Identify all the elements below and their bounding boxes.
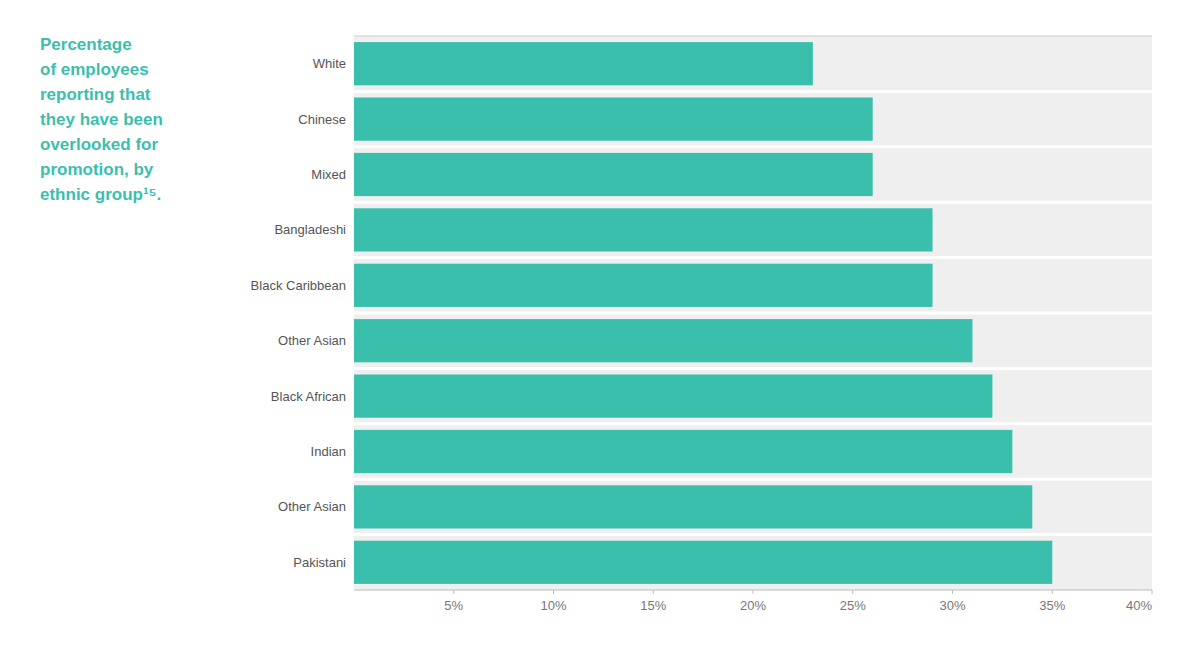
row-separator [354, 478, 1152, 481]
x-tick [553, 590, 554, 594]
title-line: overlooked for [40, 135, 158, 154]
bar [354, 430, 1012, 473]
row-band [354, 424, 1152, 479]
bar [354, 208, 933, 251]
row-band [354, 91, 1152, 146]
category-label: Black Caribbean [251, 278, 346, 293]
row-backgrounds [354, 36, 1152, 590]
row-band [354, 36, 1152, 91]
bar [354, 541, 1052, 584]
category-label: Other Asian [278, 499, 346, 514]
x-tick-label: 10% [540, 598, 566, 613]
chart-container: White Chinese Mixed Bangladeshi Black Caribb… [0, 0, 1200, 657]
title-line: they have been [40, 110, 163, 129]
row-separator [354, 145, 1152, 148]
x-tick [952, 590, 953, 594]
y-axis-labels: White Chinese Mixed Bangladeshi Black Caribb… [251, 56, 347, 570]
bar [354, 485, 1032, 528]
x-tick-label: 5% [444, 598, 463, 613]
bar [354, 319, 972, 362]
row-band [354, 202, 1152, 257]
title-line: promotion, by [40, 160, 154, 179]
row-band [354, 368, 1152, 423]
x-tick [753, 590, 754, 594]
title-line: of employees [40, 60, 149, 79]
row-separator [354, 367, 1152, 370]
row-separators [354, 91, 1152, 534]
row-band [354, 147, 1152, 202]
category-label: Indian [311, 444, 346, 459]
row-band [354, 535, 1152, 590]
row-band [354, 313, 1152, 368]
bar [354, 264, 933, 307]
x-tick-label: 30% [939, 598, 965, 613]
x-tick [852, 590, 853, 594]
category-label: Pakistani [293, 555, 346, 570]
category-label: Mixed [311, 167, 346, 182]
row-separator [354, 312, 1152, 315]
row-band [354, 479, 1152, 534]
category-label: Bangladeshi [274, 222, 346, 237]
row-separator [354, 201, 1152, 204]
row-band [354, 258, 1152, 313]
bar [354, 153, 873, 196]
category-label: Chinese [298, 112, 346, 127]
x-tick-label: 35% [1039, 598, 1065, 613]
title-line: ethnic group¹⁵. [40, 185, 161, 204]
chart-svg: White Chinese Mixed Bangladeshi Black Caribb… [0, 0, 1200, 657]
x-tick-label: 15% [640, 598, 666, 613]
category-label: Other Asian [278, 333, 346, 348]
row-separator [354, 256, 1152, 259]
bar [354, 42, 813, 85]
row-separator [354, 422, 1152, 425]
category-label: Black African [271, 389, 346, 404]
x-axis-ticks: 5% 10% 15% 20% 25% 30% 35% 40% [444, 590, 1152, 613]
x-tick [1152, 590, 1153, 594]
bar [354, 97, 873, 140]
category-label: White [313, 56, 346, 71]
chart-title: Percentage of employees reporting that they… [40, 35, 163, 204]
top-line [354, 36, 1152, 37]
title-line: reporting that [40, 85, 151, 104]
x-tick-label: 25% [840, 598, 866, 613]
x-tick [453, 590, 454, 594]
x-tick-label: 20% [740, 598, 766, 613]
page: {"chart_data": {"type": "bar", "orientat… [0, 0, 1200, 657]
title-line: Percentage [40, 35, 132, 54]
x-tick [653, 590, 654, 594]
row-separator [354, 90, 1152, 93]
x-tick-label: 40% [1126, 598, 1152, 613]
bar [354, 374, 992, 417]
row-separator [354, 533, 1152, 536]
x-tick [1052, 590, 1053, 594]
